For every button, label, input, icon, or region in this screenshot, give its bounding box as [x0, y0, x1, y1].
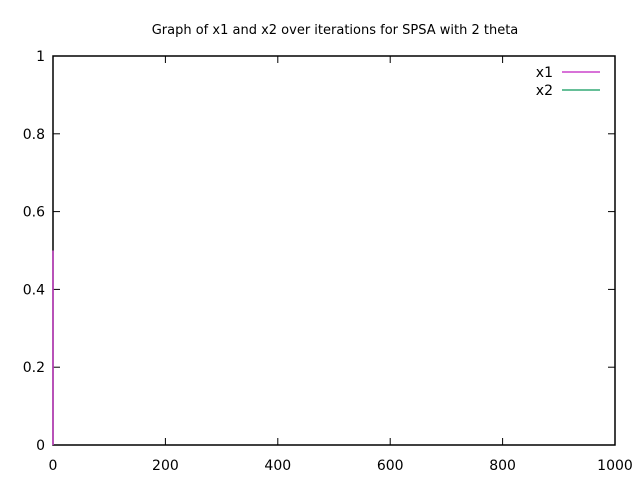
axis-ticks: 0 200 400 600 800 1000 0 0.2 0.4 0.6 0.8 1 [23, 49, 633, 474]
legend: x1 x2 [536, 65, 600, 99]
plot-frame [52, 55, 616, 446]
y-tick-label: 0.2 [23, 360, 45, 376]
legend-label-x1: x1 [536, 65, 553, 81]
y-tick-label: 0 [36, 438, 45, 454]
x-tick-label: 200 [152, 458, 179, 474]
x-tick-label: 600 [377, 458, 404, 474]
y-tick-label: 0.4 [23, 282, 45, 298]
y-tick-label: 1 [36, 49, 45, 65]
y-tick-label: 0.8 [23, 127, 45, 143]
x-tick-label: 0 [49, 458, 58, 474]
legend-label-x2: x2 [536, 83, 553, 99]
y-tick-label: 0.6 [23, 205, 45, 221]
x-tick-label: 1000 [597, 458, 633, 474]
x-tick-label: 800 [489, 458, 516, 474]
x-tick-label: 400 [264, 458, 291, 474]
chart-title: Graph of x1 and x2 over iterations for S… [152, 23, 519, 38]
